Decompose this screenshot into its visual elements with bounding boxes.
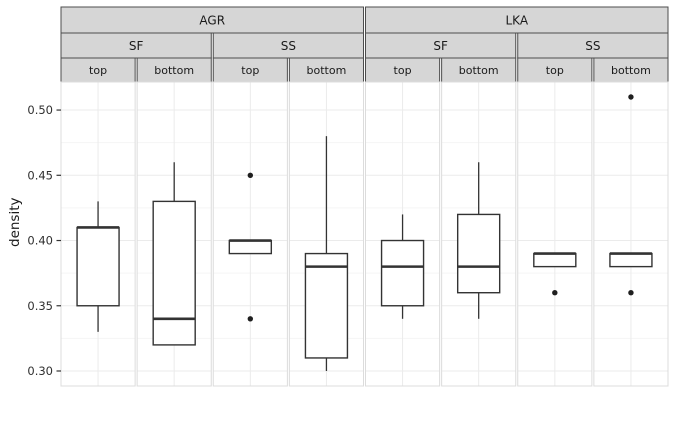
facet-strip-bottom	[593, 57, 669, 83]
facet-strip-label-lka: LKA	[505, 13, 528, 27]
panel-border-agr-ss-bottom	[288, 81, 364, 387]
box-lka-sf-top	[380, 239, 425, 307]
y-tick-label: 0.35	[27, 299, 53, 313]
facet-strip-top	[365, 57, 441, 83]
panel-border-agr-sf-top	[60, 81, 136, 387]
facet-strip-sf	[365, 32, 517, 59]
facet-strip-label-bottom: bottom	[611, 64, 651, 77]
facet-strip-label-top: top	[546, 64, 564, 77]
box-agr-sf-bottom	[152, 200, 196, 346]
box-agr-sf-top	[76, 226, 120, 307]
outlier-point-lka-ss-top	[552, 290, 558, 296]
facet-strip-label-bottom: bottom	[307, 64, 347, 77]
box-lka-sf-bottom	[456, 213, 501, 294]
facet-strip-label-agr: AGR	[199, 13, 225, 27]
box-lka-ss-top	[533, 252, 577, 268]
facet-strip-label-bottom: bottom	[459, 64, 499, 77]
panel-border-lka-ss-top	[517, 81, 593, 387]
facet-strip-label-sf: SF	[433, 39, 448, 53]
panel-border-agr-sf-bottom	[136, 81, 212, 387]
facet-strip-ss	[517, 32, 669, 59]
facet-strip-bottom	[136, 57, 212, 83]
outlier-point-agr-ss-top	[247, 316, 254, 322]
y-tick-label: 0.30	[27, 364, 53, 378]
facet-strip-bottom	[288, 57, 364, 83]
facet-strip-label-top: top	[89, 64, 107, 77]
facet-strip-lka	[365, 6, 669, 34]
facet-strip-label-sf: SF	[129, 39, 144, 53]
facet-strip-bottom	[441, 57, 517, 83]
panel-border-lka-sf-bottom	[441, 81, 517, 387]
facet-strip-sf	[60, 32, 212, 59]
panel-border-agr-ss-top	[212, 81, 288, 387]
y-tick-label: 0.50	[27, 103, 53, 117]
outlier-point-lka-ss-bottom	[628, 94, 634, 100]
panel-border-lka-sf-top	[365, 81, 441, 387]
facet-strip-label-top: top	[241, 64, 259, 77]
y-tick-label: 0.40	[27, 234, 53, 248]
facet-strip-label-ss: SS	[281, 39, 296, 53]
outlier-point-agr-ss-top	[247, 172, 254, 178]
outlier-point-lka-ss-bottom	[628, 290, 634, 296]
y-tick-label: 0.45	[27, 168, 53, 182]
panel-border-lka-ss-bottom	[593, 81, 669, 387]
facet-strip-label-bottom: bottom	[154, 64, 194, 77]
facet-strip-label-ss: SS	[585, 39, 600, 53]
box-agr-ss-top	[228, 239, 273, 255]
facet-strip-ss	[212, 32, 364, 59]
box-lka-ss-bottom	[609, 252, 653, 268]
box-agr-ss-bottom	[304, 252, 349, 359]
y-axis-title: density	[7, 197, 23, 248]
facet-strip-agr	[60, 6, 364, 34]
facet-strip-label-top: top	[394, 64, 412, 77]
